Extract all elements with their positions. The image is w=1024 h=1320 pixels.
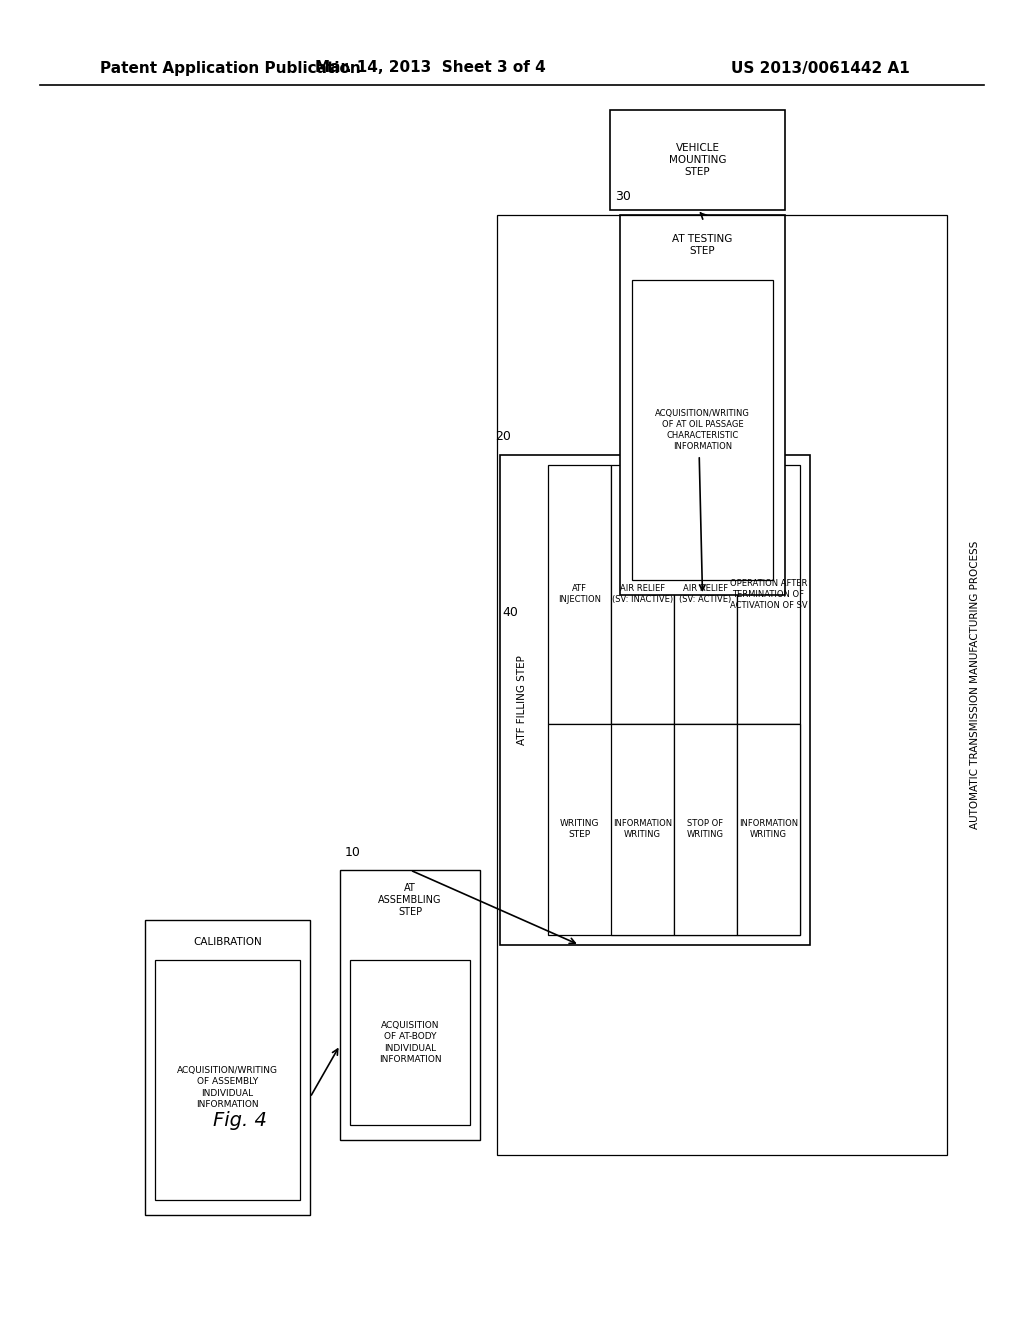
Bar bbox=[611, 465, 674, 723]
Text: US 2013/0061442 A1: US 2013/0061442 A1 bbox=[731, 61, 909, 75]
Bar bbox=[737, 723, 800, 935]
Bar bbox=[674, 465, 737, 723]
Bar bbox=[632, 280, 773, 579]
Text: ATF FILLING STEP: ATF FILLING STEP bbox=[517, 655, 527, 744]
Bar bbox=[610, 110, 785, 210]
Text: WRITING
STEP: WRITING STEP bbox=[560, 820, 599, 840]
Text: 20: 20 bbox=[495, 430, 511, 444]
Text: INFORMATION
WRITING: INFORMATION WRITING bbox=[613, 820, 672, 840]
Bar bbox=[620, 215, 785, 595]
Text: ACQUISITION
OF AT-BODY
INDIVIDUAL
INFORMATION: ACQUISITION OF AT-BODY INDIVIDUAL INFORM… bbox=[379, 1022, 441, 1064]
Text: AIR RELIEF
(SV: INACTIVE): AIR RELIEF (SV: INACTIVE) bbox=[612, 585, 673, 605]
Bar bbox=[350, 960, 470, 1125]
Text: ACQUISITION/WRITING
OF ASSEMBLY
INDIVIDUAL
INFORMATION: ACQUISITION/WRITING OF ASSEMBLY INDIVIDU… bbox=[177, 1067, 278, 1109]
Text: Mar. 14, 2013  Sheet 3 of 4: Mar. 14, 2013 Sheet 3 of 4 bbox=[314, 61, 546, 75]
Text: Patent Application Publication: Patent Application Publication bbox=[100, 61, 360, 75]
Text: 30: 30 bbox=[615, 190, 631, 203]
Bar bbox=[145, 920, 310, 1214]
Text: ATF
INJECTION: ATF INJECTION bbox=[558, 585, 601, 605]
Text: AT TESTING
STEP: AT TESTING STEP bbox=[673, 234, 733, 256]
Text: AIR RELIEF
(SV: ACTIVE): AIR RELIEF (SV: ACTIVE) bbox=[679, 585, 731, 605]
Text: Fig. 4: Fig. 4 bbox=[213, 1110, 267, 1130]
Text: ACQUISITION/WRITING
OF AT OIL PASSAGE
CHARACTERISTIC
INFORMATION: ACQUISITION/WRITING OF AT OIL PASSAGE CH… bbox=[655, 409, 750, 451]
Bar bbox=[548, 465, 611, 723]
Text: OPERATION AFTER
TERMINATION OF
ACTIVATION OF SV: OPERATION AFTER TERMINATION OF ACTIVATIO… bbox=[730, 578, 807, 610]
Text: CALIBRATION: CALIBRATION bbox=[194, 937, 262, 946]
Text: AT
ASSEMBLING
STEP: AT ASSEMBLING STEP bbox=[378, 883, 441, 917]
Text: STOP OF
WRITING: STOP OF WRITING bbox=[687, 820, 724, 840]
Bar bbox=[500, 455, 810, 945]
Text: 40: 40 bbox=[502, 606, 518, 619]
Bar bbox=[497, 215, 947, 1155]
Bar bbox=[611, 723, 674, 935]
Text: AUTOMATIC TRANSMISSION MANUFACTURING PROCESS: AUTOMATIC TRANSMISSION MANUFACTURING PRO… bbox=[970, 541, 980, 829]
Text: INFORMATION
WRITING: INFORMATION WRITING bbox=[739, 820, 798, 840]
Text: VEHICLE
MOUNTING
STEP: VEHICLE MOUNTING STEP bbox=[669, 143, 726, 177]
Bar bbox=[737, 465, 800, 723]
Text: 10: 10 bbox=[345, 846, 360, 858]
Bar bbox=[548, 723, 800, 935]
Bar bbox=[155, 960, 300, 1200]
Bar bbox=[340, 870, 480, 1140]
Bar bbox=[674, 723, 737, 935]
